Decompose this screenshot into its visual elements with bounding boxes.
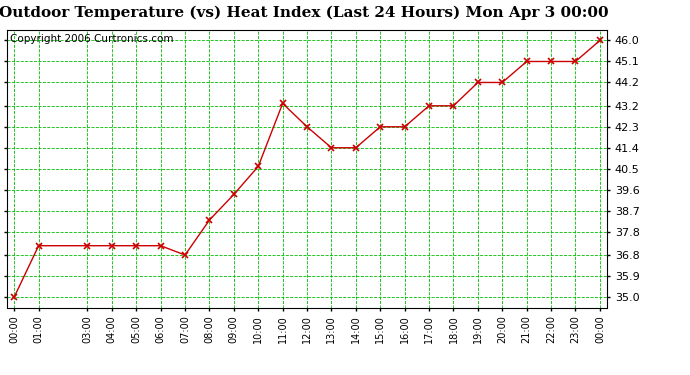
Text: Copyright 2006 Curtronics.com: Copyright 2006 Curtronics.com <box>10 34 173 44</box>
Text: Outdoor Temperature (vs) Heat Index (Last 24 Hours) Mon Apr 3 00:00: Outdoor Temperature (vs) Heat Index (Las… <box>0 6 609 20</box>
